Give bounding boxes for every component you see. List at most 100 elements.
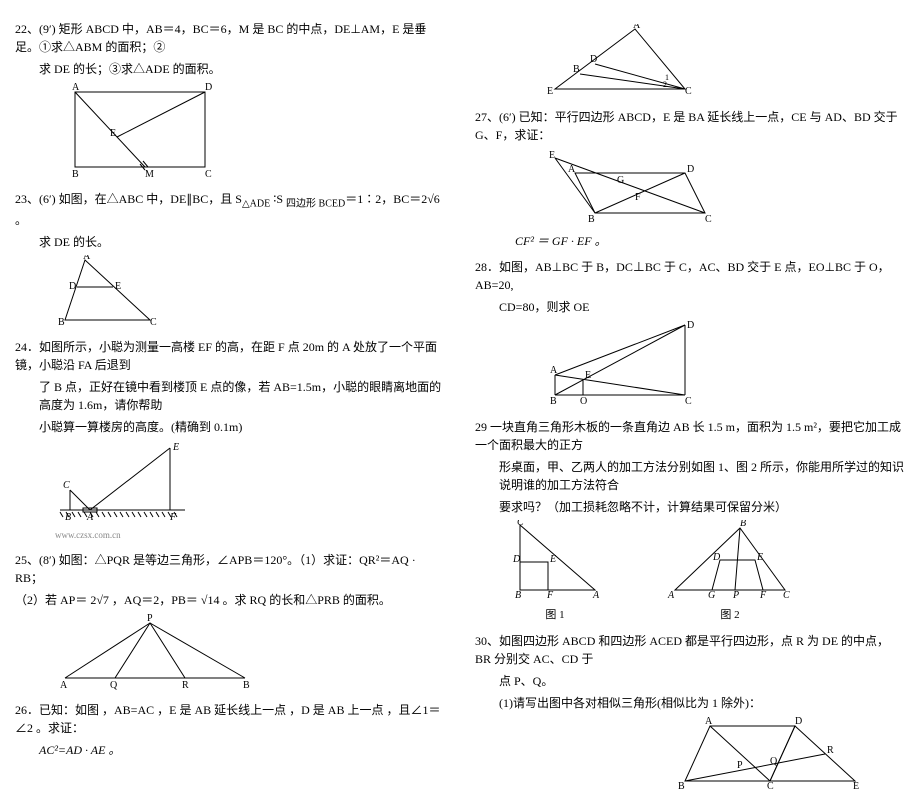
svg-text:E: E [853,781,859,792]
p26-line1: 26．已知：如图 ，AB=AC ，E 是 AB 延长线上一点 ，D 是 AB 上… [15,701,445,737]
svg-text:B: B [573,64,580,75]
p24-t1: 如图所示，小聪为测量一高楼 EF 的高，在距 F 点 20m 的 A 处放了一个… [15,340,437,372]
problem-30: 30、如图四边形 ABCD 和四边形 ACED 都是平行四边形，点 R 为 DE… [475,632,905,801]
problem-29: 29 一块直角三角形木板的一条直角边 AB 长 1.5 m，面积为 1.5 m²… [475,418,905,624]
svg-text:B: B [678,781,685,792]
svg-text:F: F [635,192,641,203]
p30-line3: (1)请写出图中各对相似三角形(相似比为 1 除外)： [475,694,905,712]
p24-num: 24． [15,340,39,354]
p29-line1: 29 一块直角三角形木板的一条直角边 AB 长 1.5 m，面积为 1.5 m²… [475,418,905,454]
svg-text:C: C [150,317,157,328]
problem-28: 28．如图，AB⊥BC 于 B，DC⊥BC 于 C，AC、BD 交于 E 点，E… [475,258,905,410]
svg-text:F: F [759,590,767,601]
svg-text:E: E [547,86,553,97]
p24-line2: 了 B 点，正好在镜中看到楼顶 E 点的像，若 AB=1.5m，小聪的眼睛离地面… [15,378,445,414]
svg-text:A: A [592,590,600,601]
p30-num: 30、 [475,634,499,648]
p25-num: 25、(8′) [15,553,59,567]
svg-text:A: A [568,164,576,175]
credit-text: www.czsx.com.cn [55,529,445,543]
p29-fig2-col: B DE AG PFC 图 2 [665,520,795,624]
p26-num: 26． [15,703,39,717]
problem-25: 25、(8′) 如图：△PQR 是等边三角形，∠APB＝120°。（1）求证：Q… [15,551,445,693]
svg-text:2: 2 [663,80,667,89]
svg-text:C: C [63,480,70,491]
svg-text:B: B [515,590,521,601]
svg-text:C: C [517,520,524,528]
svg-text:C: C [705,214,712,225]
p29-num: 29 [475,420,490,434]
svg-text:C: C [685,86,692,97]
svg-text:F: F [546,590,554,601]
p27-formula-text: CF² ＝ GF · EF 。 [515,234,607,248]
svg-text:B: B [243,680,250,691]
svg-text:G: G [617,175,624,186]
svg-text:A: A [550,365,558,376]
svg-text:B: B [58,317,65,328]
p26-line2: AC²=AD · AE 。 [15,741,445,759]
p29-line2: 形桌面，甲、乙两人的加工方法分别如图 1、图 2 所示，你能用所学过的知识说明谁… [475,458,905,494]
p23-t1: 如图，在△ABC 中，DE∥BC，且 S [59,192,242,206]
p25-line1: 25、(8′) 如图：△PQR 是等边三角形，∠APB＝120°。（1）求证：Q… [15,551,445,587]
svg-text:O: O [580,396,587,407]
p29-figure1: C D E B F A [505,520,605,605]
p29-t1: 一块直角三角形木板的一条直角边 AB 长 1.5 m，面积为 1.5 m²，要把… [475,420,901,452]
svg-text:P: P [732,590,739,601]
p23-sub2: 四边形 BCED [286,198,345,209]
left-column: 22、(9′) 矩形 ABCD 中，AB＝4，BC＝6，M 是 BC 的中点，D… [0,0,460,650]
svg-text:D: D [69,281,76,292]
p23-sub1: △ADE [242,198,270,209]
svg-text:E: E [756,552,763,563]
svg-text:G: G [708,590,715,601]
problem-24: 24．如图所示，小聪为测量一高楼 EF 的高，在距 F 点 20m 的 A 处放… [15,338,445,543]
p25-t1: 如图：△PQR 是等边三角形，∠APB＝120°。（1）求证：QR²＝AQ · … [15,553,416,585]
p29-cap2: 图 2 [720,607,739,624]
p23-figure: ABC DE [55,255,165,330]
svg-text:A: A [633,24,641,31]
p25-figure: P AQ RB [55,613,255,693]
problem-26: 26．已知：如图 ，AB=AC ，E 是 AB 延长线上一点 ，D 是 AB 上… [15,701,445,759]
svg-text:Q: Q [110,680,118,691]
svg-text:C: C [767,781,774,792]
svg-text:A: A [705,716,713,727]
svg-text:A: A [72,82,80,93]
svg-text:P: P [147,613,153,624]
svg-text:D: D [712,552,721,563]
p30-figure: AD BCE R PQ [675,716,865,796]
p25-line2: （2）若 AP＝ 2√7 ，AQ＝2，PB＝ √14 。求 RQ 的长和△PRB… [15,591,445,609]
svg-text:B: B [65,512,71,523]
p27-line1: 27、(6′) 已知：平行四边形 ABCD，E 是 BA 延长线上一点，CE 与… [475,108,905,144]
p23-mid: ∶S [270,192,286,206]
p23-num: 23、(6′) [15,192,59,206]
p26-top-figure: A DB EC 12 [535,24,705,104]
svg-text:M: M [145,169,154,180]
svg-text:A: A [83,255,91,262]
p28-line1: 28．如图，AB⊥BC 于 B，DC⊥BC 于 C，AC、BD 交于 E 点，E… [475,258,905,294]
svg-text:D: D [512,554,521,565]
svg-text:C: C [205,169,212,180]
svg-text:P: P [737,760,743,771]
p24-figure: C BA FE [55,440,195,525]
svg-text:E: E [585,370,591,381]
svg-text:B: B [550,396,557,407]
svg-text:B: B [740,520,746,529]
p27-num: 27、(6′) [475,110,519,124]
p24-line1: 24．如图所示，小聪为测量一高楼 EF 的高，在距 F 点 20m 的 A 处放… [15,338,445,374]
svg-text:E: E [549,554,556,565]
right-column: A DB EC 12 27、(6′) 已知：平行四边形 ABCD，E 是 BA … [460,0,920,650]
p28-num: 28． [475,260,499,274]
p29-figures: C DE BFA 图 1 B DE AG PFC 图 2 [505,520,905,624]
p28-line2: CD=80，则求 OE [475,298,905,316]
p28-figure: AB OC DE [535,320,705,410]
svg-text:D: D [795,716,802,727]
problem-27: 27、(6′) 已知：平行四边形 ABCD，E 是 BA 延长线上一点，CE 与… [475,108,905,250]
svg-text:A: A [60,680,68,691]
svg-text:D: D [687,320,694,331]
p26-t1: 已知：如图 ，AB=AC ，E 是 AB 延长线上一点 ，D 是 AB 上一点 … [15,703,440,735]
svg-text:E: E [549,150,555,161]
svg-text:E: E [172,442,179,453]
svg-text:A: A [667,590,675,601]
p27-formula: CF² ＝ GF · EF 。 [515,232,905,250]
p23-line1: 23、(6′) 如图，在△ABC 中，DE∥BC，且 S△ADE ∶S 四边形 … [15,190,445,229]
svg-text:Q: Q [770,756,778,767]
